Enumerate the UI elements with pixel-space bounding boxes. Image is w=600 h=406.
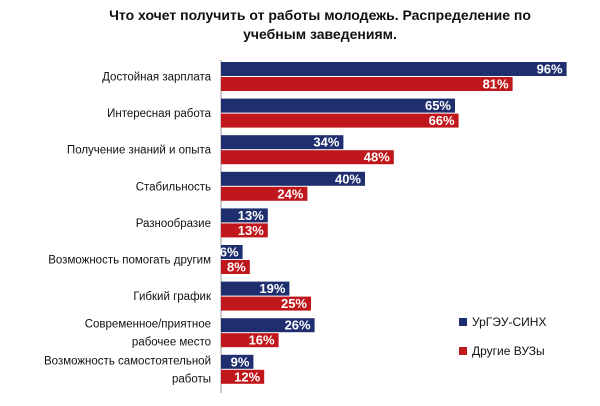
data-label: 26% (285, 318, 311, 333)
bar-series2-0 (221, 77, 513, 91)
bar-series1-5 (221, 245, 243, 259)
category-label: Разнообразие (136, 218, 211, 230)
data-label: 16% (249, 333, 275, 348)
data-label: 96% (537, 62, 563, 77)
legend-label: Другие ВУЗы (472, 344, 545, 358)
data-label: 8% (227, 260, 246, 275)
bar-series1-7 (221, 318, 315, 333)
data-label: 40% (335, 171, 361, 186)
category-label: Современное/приятное рабочее место (85, 319, 211, 349)
bar-series1-1 (221, 98, 455, 113)
bar-series1-2 (221, 135, 344, 150)
category-labels: Достойная зарплата Интересная работа Получ… (44, 72, 212, 386)
category-label: Интересная работа (107, 108, 212, 120)
bar-series2-4 (221, 223, 268, 238)
data-label: 9% (231, 354, 250, 369)
legend-swatch (459, 347, 467, 355)
bar-series1-3 (221, 171, 365, 186)
chart-title: Что хочет получить от работы молодежь. Р… (109, 7, 531, 42)
data-label: 66% (429, 113, 455, 128)
category-label: Получение знаний и опыта (67, 145, 212, 157)
data-label: 24% (277, 186, 303, 201)
bar-series2-3 (221, 186, 308, 201)
bar-series2-5 (221, 260, 250, 274)
data-label: 13% (238, 223, 264, 238)
data-label: 12% (234, 369, 260, 384)
data-label: 25% (281, 296, 307, 311)
category-label: Возможность самостоятельной работы (44, 355, 211, 385)
bar-series2-7 (221, 333, 279, 348)
category-label: Возможность помогать другим (48, 255, 211, 267)
data-label: 65% (425, 98, 451, 113)
legend: УрГЭУ-СИНХ Другие ВУЗы (459, 315, 546, 358)
bar-series2-8 (221, 369, 265, 384)
legend-label: УрГЭУ-СИНХ (472, 315, 546, 329)
data-label: 19% (259, 281, 285, 296)
bar-series2-6 (221, 296, 311, 311)
data-label: 13% (238, 208, 264, 223)
data-label: 48% (364, 150, 390, 165)
bars-layer: 96% 81% 65%66% 34% 48%40% 24% 13%13% 6%8% 19%25%… (220, 60, 567, 393)
bar-series1-0 (221, 62, 567, 76)
bar-series1-4 (221, 208, 268, 223)
bar-series2-1 (221, 113, 459, 128)
category-label: Достойная зарплата (102, 72, 211, 84)
data-label: 81% (483, 77, 509, 92)
legend-swatch (459, 318, 467, 326)
data-label: 34% (313, 135, 339, 150)
bar-series2-2 (221, 150, 394, 165)
bar-series1-8 (221, 354, 254, 369)
bar-series1-6 (221, 281, 290, 296)
data-label: 6% (220, 245, 239, 260)
category-label: Гибкий график (133, 291, 212, 303)
category-label: Стабильность (136, 181, 211, 193)
